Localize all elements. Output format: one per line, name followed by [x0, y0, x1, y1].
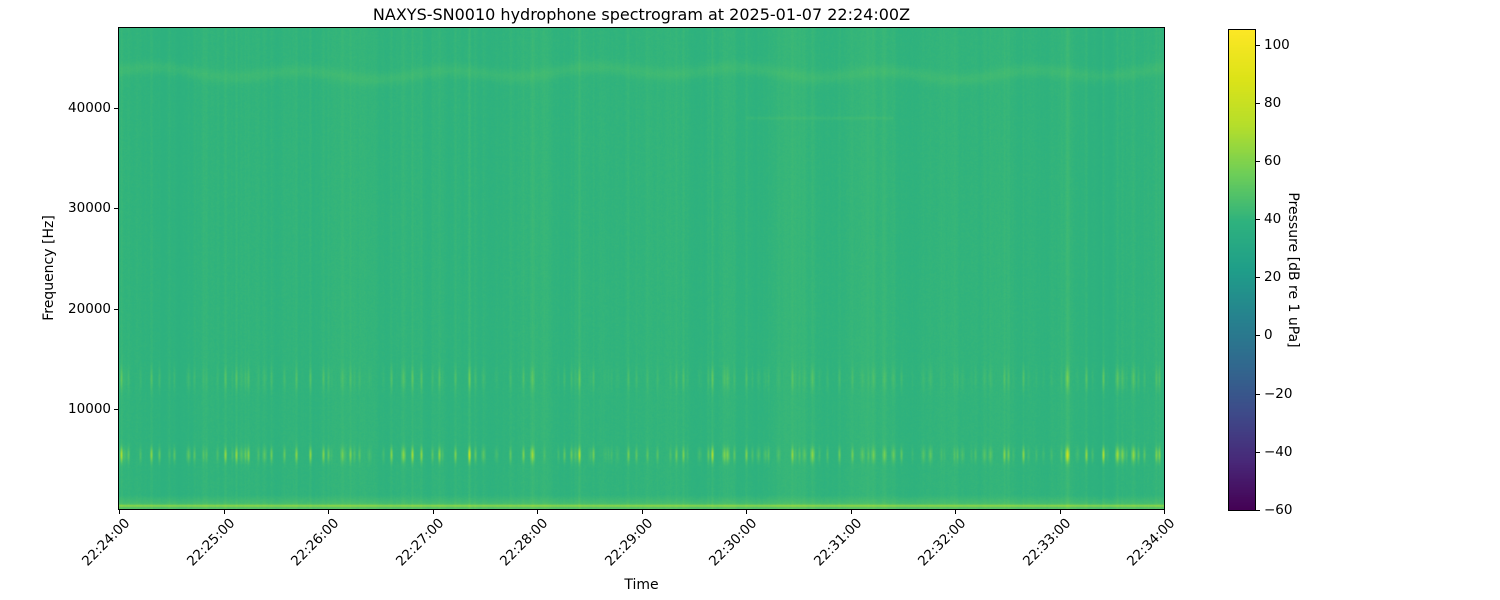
x-tick-label: 22:26:00 [288, 515, 343, 570]
colorbar-tick-label: −60 [1264, 502, 1293, 518]
x-tick-label: 22:30:00 [706, 515, 761, 570]
colorbar-tick-mark [1256, 393, 1260, 395]
x-tick-mark [641, 510, 643, 514]
colorbar-tick-label: 40 [1264, 211, 1282, 228]
x-tick-mark [537, 510, 538, 514]
x-axis-label: Time [624, 577, 659, 593]
colorbar-tick-label: 60 [1264, 152, 1282, 169]
y-tick-label: 10000 [68, 400, 111, 417]
x-tick-mark [328, 510, 329, 514]
y-tick-label: 30000 [68, 200, 111, 217]
colorbar-tick-mark [1256, 160, 1260, 162]
y-tick-mark [114, 308, 118, 310]
x-tick-label: 22:31:00 [810, 515, 866, 570]
y-axis-label: Frequency [Hz] [41, 215, 57, 321]
y-tick-mark [114, 408, 118, 410]
y-tick-mark [114, 208, 118, 210]
x-tick-mark [432, 510, 434, 514]
colorbar-tick-label: −20 [1264, 385, 1293, 402]
colorbar-tick-mark [1256, 102, 1260, 104]
colorbar-tick-label: 80 [1264, 94, 1282, 111]
x-tick-mark [850, 510, 852, 514]
x-tick-label: 22:29:00 [601, 515, 657, 570]
colorbar-label: Pressure [dB re 1 uPa] [1285, 192, 1301, 348]
x-tick-mark [746, 510, 747, 514]
x-tick-label: 22:33:00 [1019, 515, 1075, 570]
x-tick-mark [1059, 510, 1061, 514]
colorbar-tick-mark [1256, 335, 1260, 337]
colorbar-tick-mark [1256, 510, 1260, 511]
colorbar-tick-mark [1256, 44, 1260, 46]
x-tick-label: 22:28:00 [497, 515, 552, 570]
x-tick-label: 22:27:00 [392, 515, 448, 570]
colorbar-tick-label: −40 [1264, 443, 1293, 460]
colorbar-tick-label: 20 [1264, 269, 1282, 286]
y-tick-label: 20000 [68, 300, 111, 317]
colorbar-tick-label: 0 [1264, 327, 1273, 344]
y-tick-mark [114, 108, 118, 110]
figure-title: NAXYS-SN0010 hydrophone spectrogram at 2… [372, 5, 911, 24]
x-tick-mark [223, 510, 225, 514]
x-tick-mark [955, 510, 956, 514]
x-tick-label: 22:25:00 [183, 515, 239, 570]
colorbar-tick-mark [1256, 219, 1260, 221]
x-tick-mark [1164, 510, 1165, 514]
x-tick-label: 22:32:00 [915, 515, 970, 570]
colorbar-tick-mark [1256, 277, 1260, 279]
colorbar-gradient [1229, 30, 1255, 510]
x-tick-label: 22:24:00 [79, 515, 134, 570]
x-tick-mark [119, 510, 120, 514]
colorbar-tick-label: 100 [1264, 36, 1290, 53]
x-tick-label: 22:34:00 [1124, 515, 1179, 570]
spectrogram-heatmap [119, 28, 1164, 509]
colorbar-tick-mark [1256, 451, 1260, 453]
y-tick-label: 40000 [68, 100, 111, 117]
